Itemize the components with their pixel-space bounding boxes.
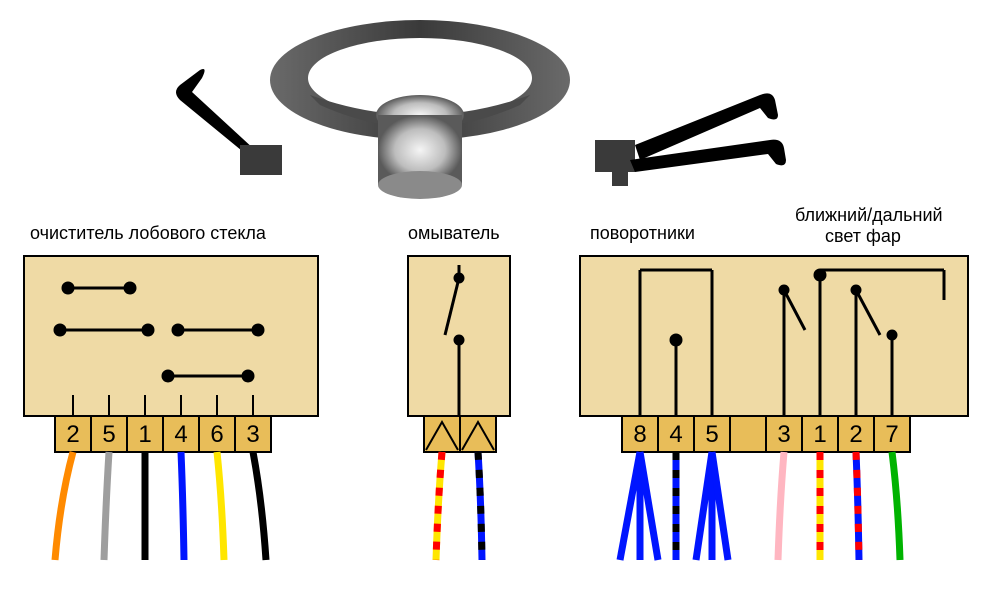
svg-text:3: 3 [777, 421, 790, 448]
label-wiper: очиститель лобового стекла [30, 223, 266, 244]
svg-text:2: 2 [849, 421, 862, 448]
svg-text:1: 1 [138, 421, 151, 448]
right-block: 8 4 5 3 1 2 7 [580, 256, 968, 560]
steering-wheel [176, 20, 786, 199]
label-beam1: ближний/дальний [795, 205, 943, 226]
svg-text:7: 7 [885, 421, 898, 448]
washer-block [408, 256, 510, 560]
svg-text:3: 3 [246, 421, 259, 448]
svg-text:8: 8 [633, 421, 646, 448]
svg-text:5: 5 [705, 421, 718, 448]
diagram-svg: 2 5 1 4 6 3 [0, 0, 998, 601]
wiper-block: 2 5 1 4 6 3 [24, 256, 318, 560]
label-washer: омыватель [408, 223, 500, 244]
svg-text:1: 1 [813, 421, 826, 448]
svg-text:2: 2 [66, 421, 79, 448]
svg-text:4: 4 [669, 421, 682, 448]
svg-text:4: 4 [174, 421, 187, 448]
svg-text:5: 5 [102, 421, 115, 448]
label-beam2: свет фар [825, 226, 901, 247]
svg-text:6: 6 [210, 421, 223, 448]
label-turn: поворотники [590, 223, 695, 244]
